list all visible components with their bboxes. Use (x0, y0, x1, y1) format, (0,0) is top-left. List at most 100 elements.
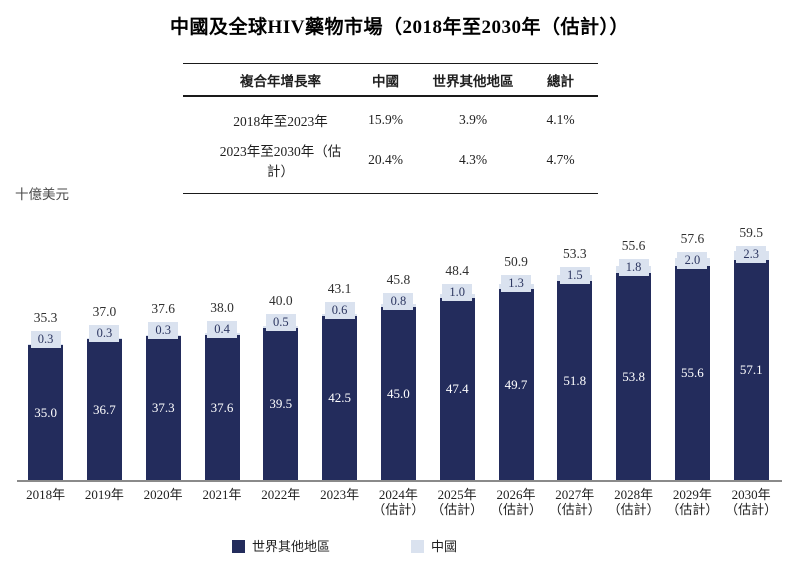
x-axis-label-2027年: 2027年 （估計） (548, 487, 601, 517)
x-axis-label-2022年: 2022年 (261, 487, 301, 502)
rest-of-world-value-label: 47.4 (445, 381, 469, 396)
bar-group-2023年: 42.5 0.6 43.1 (310, 213, 369, 482)
bar-segment-rest-of-world (439, 298, 475, 480)
bar-total-label: 59.5 (739, 225, 763, 240)
rest-of-world-value-label: 55.6 (681, 365, 704, 380)
x-axis-label-2029年: 2029年 （估計） (666, 487, 719, 517)
china-value-label: 1.5 (559, 267, 590, 284)
bar-segment-rest-of-world (322, 316, 358, 480)
x-axis-label-2024年: 2024年 （估計） (372, 487, 425, 517)
bar-group-2030年: 57.1 2.3 59.5 (722, 213, 781, 482)
cagr-row-label: 2023年至2030年（估計） (219, 144, 342, 179)
x-axis-label-2019年: 2019年 (84, 487, 124, 502)
bar-group-2029年: 55.6 2.0 57.6 (663, 213, 722, 482)
bar-total-label: 40.0 (268, 293, 293, 308)
bar-segment-rest-of-world (28, 345, 64, 480)
bar-total-label: 53.3 (562, 246, 587, 261)
cagr-rest-of-world-value: 4.3% (458, 152, 488, 167)
x-axis-label-2028年: 2028年 （估計） (607, 487, 660, 517)
china-value-label: 0.3 (148, 322, 179, 339)
china-value-label: 0.3 (30, 331, 61, 348)
china-value-label: 0.8 (383, 293, 414, 310)
cagr-rest-of-world-value: 3.9% (458, 112, 488, 127)
bar-segment-rest-of-world (204, 335, 240, 480)
rest-of-world-value-label: 53.8 (622, 368, 645, 384)
cagr-row-label: 2018年至2023年 (233, 114, 328, 129)
bar-group-2024年: 45.0 0.8 45.8 (369, 213, 428, 482)
cagr-table: 複合年增長率 中國 世界其他地區 總計 2018年至2023年 15.9% 3.… (183, 63, 598, 194)
rest-of-world-value-label: 37.6 (210, 399, 234, 415)
rest-of-world-value-label: 49.7 (504, 376, 528, 392)
rest-of-world-value-label: 36.7 (93, 401, 116, 417)
china-value-label: 1.3 (501, 275, 531, 292)
bar-segment-rest-of-world (674, 266, 710, 480)
x-axis-label-2026年: 2026年 （估計） (489, 487, 542, 517)
x-axis-label-2018年: 2018年 (26, 487, 66, 502)
bar-segment-rest-of-world (616, 273, 652, 480)
china-value-label: 0.3 (89, 325, 120, 342)
rest-of-world-value-label: 42.5 (328, 390, 351, 405)
china-swatch-icon (411, 540, 424, 553)
bar-total-label: 57.6 (680, 231, 705, 246)
bar-group-2026年: 49.7 1.3 50.9 (487, 213, 546, 482)
china-value-label: 1.8 (618, 259, 649, 276)
cagr-row-2023-2030: 2023年至2030年（估計） 20.4% 4.3% 4.7% (183, 135, 598, 194)
cagr-china-value: 20.4% (368, 152, 403, 167)
page-title: 中國及全球HIV藥物市場（2018年至2030年（估計）） (170, 17, 629, 38)
y-axis-unit-label: 十億美元 (15, 187, 69, 202)
china-value-label: 0.5 (265, 314, 296, 331)
legend-label: 中國 (431, 539, 458, 554)
bar-segment-rest-of-world (263, 328, 299, 480)
cagr-header-metric: 複合年增長率 (183, 63, 348, 97)
cagr-china-value: 15.9% (368, 112, 403, 127)
rest-of-world-value-label: 35.0 (34, 404, 57, 420)
bar-segment-rest-of-world (557, 281, 593, 480)
rest-of-world-value-label: 45.0 (387, 385, 410, 401)
cagr-header-rest-of-world: 世界其他地區 (423, 63, 523, 97)
china-value-label: 1.0 (442, 284, 473, 301)
bar-chart-plot-area: 35.0 0.3 35.3 36.7 0.3 37.0 37.3 0.3 37.6 37.6 0.4… (0, 213, 799, 482)
cagr-total-value: 4.7% (546, 152, 575, 167)
bar-group-2025年: 47.4 1.0 48.4 (428, 213, 487, 482)
bar-segment-rest-of-world (145, 336, 181, 480)
bar-segment-rest-of-world (380, 307, 416, 480)
rest-of-world-value-label: 51.8 (563, 372, 587, 388)
legend-item-rest-of-world: 世界其他地區 (232, 536, 330, 554)
legend-label: 世界其他地區 (252, 539, 331, 554)
cagr-header-total: 總計 (523, 63, 598, 97)
x-axis-line (17, 480, 782, 482)
bar-total-label: 50.9 (504, 254, 528, 269)
china-value-label: 2.0 (677, 252, 708, 269)
bar-group-2027年: 51.8 1.5 53.3 (545, 213, 604, 482)
bar-segment-rest-of-world (498, 289, 534, 480)
bar-total-label: 45.8 (386, 272, 411, 287)
bar-total-label: 55.6 (621, 238, 646, 253)
bar-group-2028年: 53.8 1.8 55.6 (604, 213, 663, 482)
x-axis-label-2020年: 2020年 (143, 487, 183, 502)
bar-group-2020年: 37.3 0.3 37.6 (134, 213, 193, 482)
rest-of-world-value-label: 57.1 (739, 362, 763, 377)
bar-segment-rest-of-world (86, 339, 122, 480)
cagr-total-value: 4.1% (546, 112, 575, 127)
bar-total-label: 38.0 (210, 300, 234, 315)
cagr-header-china: 中國 (348, 63, 423, 97)
bar-total-label: 48.4 (445, 263, 469, 278)
bar-group-2019年: 36.7 0.3 37.0 (75, 213, 134, 482)
bar-group-2022年: 39.5 0.5 40.0 (251, 213, 310, 482)
x-axis-label-2025年: 2025年 （估計） (431, 487, 484, 517)
rest-of-world-value-label: 39.5 (269, 396, 293, 411)
x-axis-label-2021年: 2021年 (202, 487, 242, 502)
bar-segment-rest-of-world (733, 260, 769, 480)
x-axis-label-2023年: 2023年 (320, 487, 360, 502)
legend-item-china: 中國 (411, 536, 457, 554)
bar-total-label: 37.0 (92, 304, 117, 319)
bar-group-2018年: 35.0 0.3 35.3 (16, 213, 75, 482)
x-axis-label-2030年: 2030年 （估計） (725, 487, 778, 517)
bar-total-label: 35.3 (33, 310, 58, 325)
china-value-label: 2.3 (736, 246, 767, 263)
cagr-table-header-row: 複合年增長率 中國 世界其他地區 總計 (183, 63, 598, 97)
rest-of-world-swatch-icon (232, 540, 245, 553)
china-value-label: 0.6 (324, 302, 355, 319)
bar-total-label: 37.6 (151, 301, 175, 316)
